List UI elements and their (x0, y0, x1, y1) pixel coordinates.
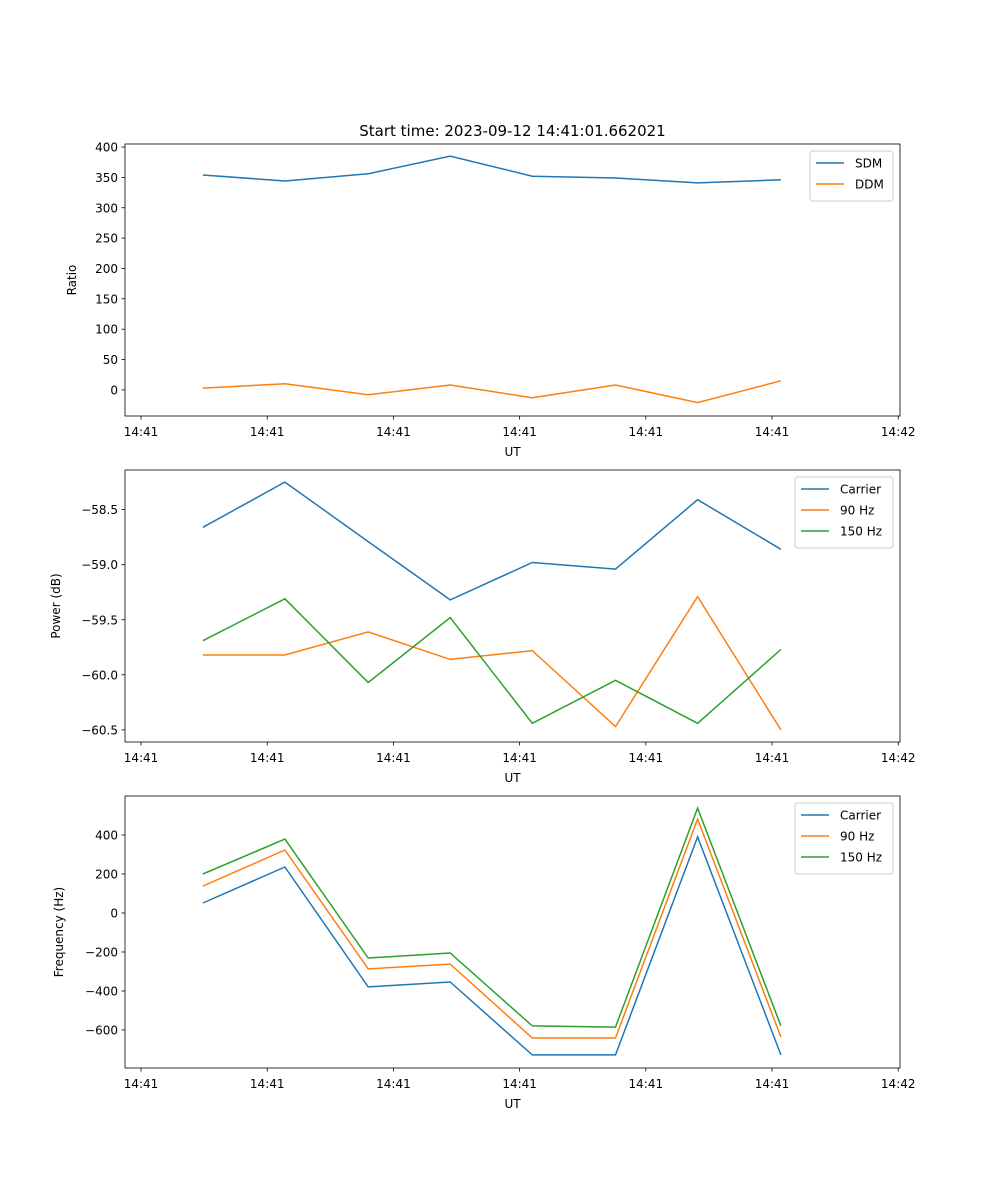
legend-label: 90 Hz (840, 504, 874, 518)
subplot-1: 14:41 14:41 14:41 14:41 14:41 14:41 14:42 0 50 10… (65, 141, 916, 459)
series-line-carrier (202, 481, 782, 601)
legend-label: Carrier (840, 809, 881, 823)
y-axis-label: Ratio (65, 265, 79, 296)
x-tick-label: 14:42 (881, 751, 916, 765)
series-line-90-hz (202, 595, 782, 731)
series-line-150-hz (202, 597, 782, 725)
x-tick-label: 14:41 (124, 425, 159, 439)
x-axis-label: UT (504, 771, 521, 785)
series-line-sdm (202, 155, 781, 184)
y-axis-label: Power (dB) (49, 573, 63, 638)
legend: SDM DDM (809, 150, 894, 202)
axes-frame (124, 795, 901, 1069)
axes-frame (124, 143, 901, 417)
legend-label: 150 Hz (840, 525, 882, 539)
y-tick-label: −400 (85, 984, 118, 998)
x-tick-label: 14:41 (755, 751, 790, 765)
series-line-150-hz (202, 805, 782, 1028)
x-tick-label: 14:41 (629, 1077, 664, 1091)
legend-label: 90 Hz (840, 830, 874, 844)
y-tick-label: 400 (95, 828, 118, 842)
y-tick-label: −600 (85, 1023, 118, 1037)
legend-label: Carrier (840, 483, 881, 497)
y-tick-label: 50 (103, 353, 118, 367)
y-tick-label: 250 (95, 232, 118, 246)
y-axis-label: Frequency (Hz) (52, 887, 66, 978)
y-tick-label: −59.0 (81, 558, 118, 572)
legend-label: 150 Hz (840, 851, 882, 865)
y-tick-label: 0 (110, 383, 118, 397)
x-tick-label: 14:41 (502, 751, 537, 765)
y-tick-label: 400 (95, 141, 118, 155)
legend-label: SDM (855, 157, 882, 171)
x-tick-label: 14:41 (250, 1077, 285, 1091)
x-tick-label: 14:41 (629, 425, 664, 439)
x-tick-label: 14:41 (376, 751, 411, 765)
x-tick-label: 14:41 (250, 425, 285, 439)
legend: Carrier 90 Hz 150 Hz (794, 476, 894, 549)
x-tick-label: 14:42 (881, 1077, 916, 1091)
series-line-ddm (202, 380, 782, 404)
y-tick-label: −59.5 (81, 613, 118, 627)
x-tick-label: 14:41 (250, 751, 285, 765)
x-tick-label: 14:41 (376, 1077, 411, 1091)
subplot-3: 14:41 14:41 14:41 14:41 14:41 14:41 14:42 −600 −… (52, 795, 916, 1111)
y-tick-label: 0 (110, 906, 118, 920)
subplot-2: 14:41 14:41 14:41 14:41 14:41 14:41 14:42 −60.5… (49, 469, 916, 785)
y-tick-label: −60.5 (81, 723, 118, 737)
y-tick-label: −58.5 (81, 503, 118, 517)
y-tick-label: 200 (95, 262, 118, 276)
x-axis-label: UT (504, 445, 521, 459)
y-tick-label: 150 (95, 292, 118, 306)
x-tick-label: 14:41 (124, 751, 159, 765)
y-tick-label: 300 (95, 201, 118, 215)
x-tick-label: 14:41 (124, 1077, 159, 1091)
y-tick-label: −60.0 (81, 668, 118, 682)
x-tick-label: 14:41 (629, 751, 664, 765)
x-tick-label: 14:42 (881, 425, 916, 439)
legend-label: DDM (855, 178, 884, 192)
x-tick-label: 14:41 (376, 425, 411, 439)
y-tick-label: −200 (85, 945, 118, 959)
series-line-90-hz (202, 816, 782, 1039)
axes-frame (124, 469, 901, 743)
x-tick-label: 14:41 (502, 1077, 537, 1091)
x-tick-label: 14:41 (755, 425, 790, 439)
series-line-carrier (202, 834, 782, 1056)
y-tick-label: 350 (95, 171, 118, 185)
y-tick-label: 200 (95, 867, 118, 881)
legend: Carrier 90 Hz 150 Hz (794, 802, 894, 875)
x-tick-label: 14:41 (502, 425, 537, 439)
x-tick-label: 14:41 (755, 1077, 790, 1091)
y-tick-label: 100 (95, 323, 118, 337)
chart-title: Start time: 2023-09-12 14:41:01.662021 (359, 122, 665, 140)
x-axis-label: UT (504, 1097, 521, 1111)
